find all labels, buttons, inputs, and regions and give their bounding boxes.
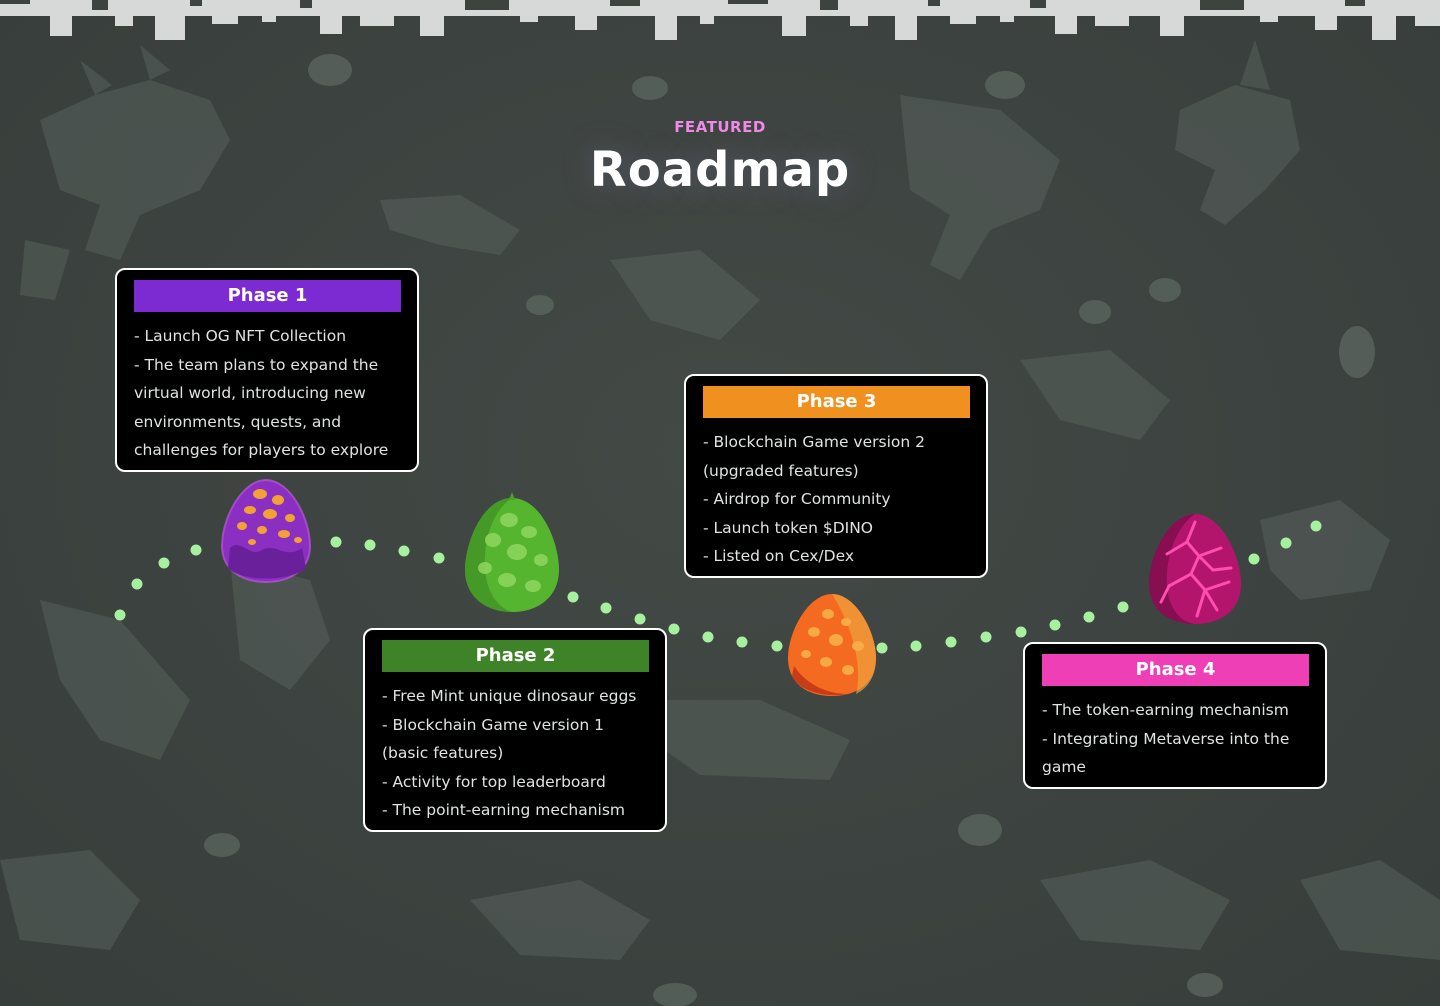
phase-3-item: - Launch token $DINO	[703, 518, 874, 537]
phase-2-item: - Free Mint unique dinosaur eggs	[382, 687, 637, 705]
magenta-veined-egg-icon	[1149, 514, 1241, 624]
section-eyebrow: FEATURED	[674, 118, 766, 136]
pixel-border-top	[0, 0, 1440, 40]
phase-2-header: Phase 2	[382, 640, 649, 672]
phase-4-item: - Integrating Metaverse into the	[1042, 729, 1290, 748]
section-header: FEATURED Roadmap	[0, 118, 1440, 198]
phase-3-item: - Blockchain Game version 2	[703, 433, 925, 451]
phase-4-card: Phase 4 - The token-earning mechanism - …	[1023, 642, 1327, 789]
phase-1-item: - Launch OG NFT Collection	[134, 327, 347, 345]
phase-2-item: - Activity for top leaderboard	[382, 772, 606, 791]
phase-2-items: - Free Mint unique dinosaur eggs - Block…	[382, 682, 649, 825]
phase-1-items: - Launch OG NFT Collection - The team pl…	[134, 322, 401, 465]
phase-1-item: virtual world, introducing new	[134, 384, 366, 402]
section-title: Roadmap	[589, 142, 851, 198]
purple-spotted-egg-icon	[220, 478, 312, 584]
orange-spotted-egg-icon	[788, 594, 876, 696]
phase-3-card: Phase 3 - Blockchain Game version 2 (upg…	[684, 374, 988, 578]
phase-1-item: - The team plans to expand the	[134, 355, 379, 374]
phase-3-item: - Listed on Cex/Dex	[703, 547, 855, 565]
phase-2-card: Phase 2 - Free Mint unique dinosaur eggs…	[363, 628, 667, 832]
phase-4-items: - The token-earning mechanism - Integrat…	[1042, 696, 1309, 782]
phase-3-items: - Blockchain Game version 2 (upgraded fe…	[703, 428, 970, 571]
phase-3-item: (upgraded features)	[703, 461, 859, 480]
green-spotted-egg-icon	[465, 492, 559, 612]
phase-1-card: Phase 1 - Launch OG NFT Collection - The…	[115, 268, 419, 472]
phase-4-item: - The token-earning mechanism	[1042, 701, 1289, 719]
phase-4-header: Phase 4	[1042, 654, 1309, 686]
phase-2-item: - Blockchain Game version 1	[382, 715, 604, 734]
phase-2-item: - The point-earning mechanism	[382, 801, 626, 819]
phase-3-item: - Airdrop for Community	[703, 490, 891, 508]
phase-2-item: (basic features)	[382, 744, 504, 762]
phase-1-item: challenges for players to explore	[134, 441, 389, 459]
phase-4-item: game	[1042, 758, 1086, 776]
phase-1-item: environments, quests, and	[134, 412, 342, 431]
phase-3-header: Phase 3	[703, 386, 970, 418]
phase-1-header: Phase 1	[134, 280, 401, 312]
